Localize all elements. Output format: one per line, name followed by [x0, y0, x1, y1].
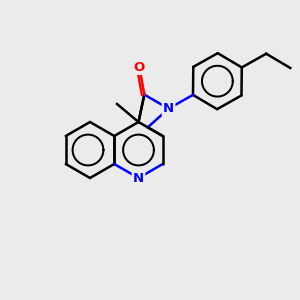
Text: O: O: [134, 61, 145, 74]
Text: N: N: [163, 102, 174, 115]
Text: N: N: [133, 172, 144, 184]
